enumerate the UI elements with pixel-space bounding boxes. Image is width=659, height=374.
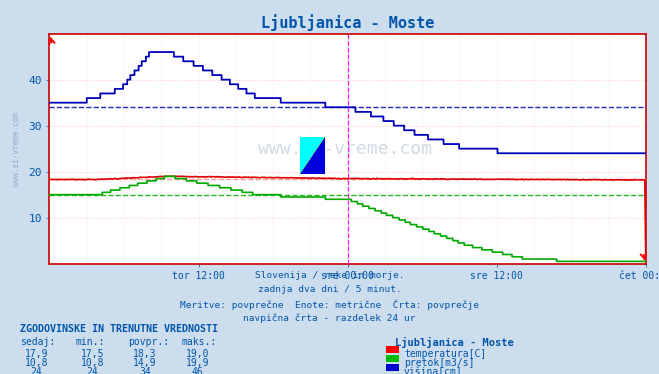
Text: www.si-vreme.com: www.si-vreme.com (12, 112, 21, 186)
Text: Slovenija / reke in morje.: Slovenija / reke in morje. (255, 271, 404, 280)
Text: 19,9: 19,9 (186, 358, 210, 368)
Text: 10,8: 10,8 (24, 358, 48, 368)
Text: maks.:: maks.: (181, 337, 216, 347)
Polygon shape (300, 137, 325, 174)
Text: 14,9: 14,9 (133, 358, 157, 368)
Text: 46: 46 (192, 367, 204, 374)
Text: ZGODOVINSKE IN TRENUTNE VREDNOSTI: ZGODOVINSKE IN TRENUTNE VREDNOSTI (20, 324, 217, 334)
Text: 17,9: 17,9 (24, 349, 48, 359)
Text: 10,8: 10,8 (80, 358, 104, 368)
Text: sedaj:: sedaj: (20, 337, 55, 347)
Text: Meritve: povprečne  Enote: metrične  Črta: povprečje: Meritve: povprečne Enote: metrične Črta:… (180, 300, 479, 310)
Text: zadnja dva dni / 5 minut.: zadnja dva dni / 5 minut. (258, 285, 401, 294)
Title: Ljubljanica - Moste: Ljubljanica - Moste (261, 14, 434, 31)
Text: 18,3: 18,3 (133, 349, 157, 359)
Text: temperatura[C]: temperatura[C] (404, 349, 486, 359)
Text: www.si-vreme.com: www.si-vreme.com (258, 140, 432, 158)
Text: 19,0: 19,0 (186, 349, 210, 359)
Text: navpična črta - razdelek 24 ur: navpična črta - razdelek 24 ur (243, 314, 416, 323)
Text: 34: 34 (139, 367, 151, 374)
Text: min.:: min.: (76, 337, 105, 347)
Text: pretok[m3/s]: pretok[m3/s] (404, 358, 474, 368)
Polygon shape (300, 137, 325, 174)
Text: povpr.:: povpr.: (129, 337, 169, 347)
Text: Ljubljanica - Moste: Ljubljanica - Moste (395, 337, 514, 347)
Text: 17,5: 17,5 (80, 349, 104, 359)
Text: višina[cm]: višina[cm] (404, 367, 463, 374)
Text: 24: 24 (86, 367, 98, 374)
Text: 24: 24 (30, 367, 42, 374)
